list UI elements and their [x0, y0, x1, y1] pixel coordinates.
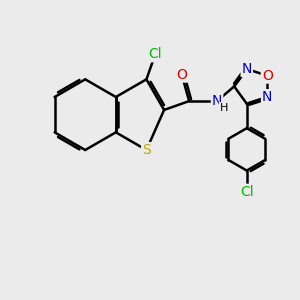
Text: N: N: [262, 90, 272, 104]
Text: Cl: Cl: [148, 47, 162, 61]
Text: H: H: [219, 103, 228, 112]
Text: O: O: [176, 68, 187, 82]
Text: O: O: [262, 69, 273, 82]
Text: N: N: [212, 94, 222, 108]
Text: N: N: [242, 62, 252, 76]
Text: S: S: [142, 143, 151, 157]
Text: Cl: Cl: [240, 185, 253, 199]
